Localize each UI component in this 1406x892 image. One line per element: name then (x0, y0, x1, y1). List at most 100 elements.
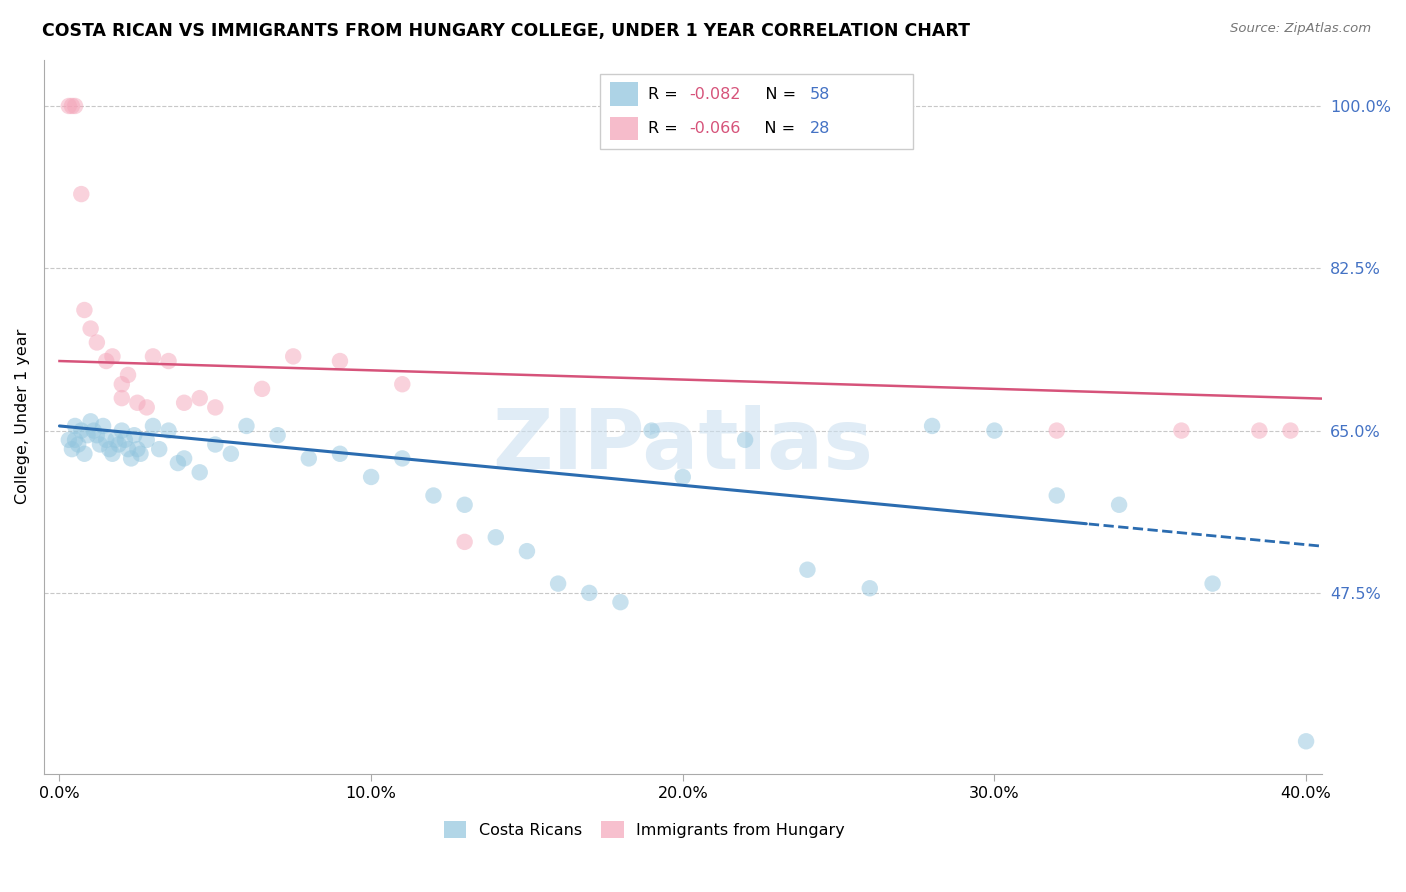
Point (1046, 424, 1069, 438)
Point (63, 419, 86, 434)
Point (453, 534, 475, 549)
Point (96, 354, 118, 368)
Point (1108, 498, 1130, 512)
Point (157, 354, 180, 368)
Point (1249, 424, 1271, 438)
Point (250, 382, 273, 396)
Point (127, 442, 149, 457)
FancyBboxPatch shape (600, 74, 912, 149)
Point (283, 350, 305, 364)
Point (101, 447, 124, 461)
FancyBboxPatch shape (610, 117, 638, 140)
Point (60, 99, 83, 113)
Point (79, 414, 101, 428)
Point (859, 581, 882, 595)
FancyBboxPatch shape (610, 82, 638, 106)
Point (58, 99, 80, 113)
Point (111, 377, 134, 392)
Point (391, 451, 413, 466)
Text: 28: 28 (810, 121, 830, 136)
Text: R =: R = (648, 121, 683, 136)
Point (188, 391, 211, 405)
Point (117, 368, 139, 382)
Point (547, 576, 569, 591)
Point (609, 595, 631, 609)
Point (86, 335, 108, 350)
Point (422, 489, 444, 503)
Point (360, 470, 382, 484)
Point (485, 530, 508, 544)
Point (204, 437, 226, 451)
Point (453, 498, 475, 512)
Point (157, 424, 180, 438)
Text: N =: N = (749, 87, 801, 102)
Point (114, 433, 136, 447)
Point (135, 401, 157, 415)
Point (173, 451, 195, 466)
Point (796, 563, 818, 577)
Point (91, 419, 114, 434)
Point (63, 433, 86, 447)
Point (101, 350, 124, 364)
Point (298, 451, 321, 466)
Text: -0.066: -0.066 (689, 121, 741, 136)
Point (983, 424, 1005, 438)
Y-axis label: College, Under 1 year: College, Under 1 year (15, 329, 30, 504)
Text: N =: N = (749, 121, 800, 136)
Point (173, 396, 195, 410)
Text: -0.082: -0.082 (689, 87, 741, 102)
Point (204, 401, 226, 415)
Point (120, 451, 142, 466)
Point (76, 428, 98, 442)
Point (235, 419, 257, 434)
Point (578, 586, 600, 600)
Point (67, 437, 90, 451)
Point (391, 377, 413, 392)
Point (79, 321, 101, 335)
Legend: Costa Ricans, Immigrants from Hungary: Costa Ricans, Immigrants from Hungary (437, 815, 852, 845)
Point (640, 424, 662, 438)
Point (70, 187, 93, 202)
Point (516, 544, 538, 558)
Point (148, 442, 170, 457)
Point (63, 99, 86, 113)
Point (188, 466, 211, 480)
Point (329, 354, 352, 368)
Point (122, 428, 145, 442)
Point (167, 456, 190, 470)
Point (58, 433, 80, 447)
Point (1046, 489, 1069, 503)
Text: Source: ZipAtlas.com: Source: ZipAtlas.com (1230, 22, 1371, 36)
Point (1295, 734, 1317, 748)
Point (1170, 424, 1192, 438)
Point (142, 419, 165, 434)
Text: COSTA RICAN VS IMMIGRANTS FROM HUNGARY COLLEGE, UNDER 1 YEAR CORRELATION CHART: COSTA RICAN VS IMMIGRANTS FROM HUNGARY C… (42, 22, 970, 40)
Point (127, 396, 149, 410)
Point (70, 424, 93, 438)
Point (89, 437, 111, 451)
Point (107, 437, 129, 451)
Text: R =: R = (648, 87, 683, 102)
Point (266, 428, 288, 442)
Point (104, 433, 127, 447)
Point (60, 442, 83, 457)
Point (329, 447, 352, 461)
Point (117, 442, 139, 457)
Point (142, 350, 165, 364)
Point (672, 470, 695, 484)
Point (83, 424, 105, 438)
Point (135, 433, 157, 447)
Text: 58: 58 (810, 87, 830, 102)
Point (73, 447, 96, 461)
Point (96, 433, 118, 447)
Point (129, 447, 152, 461)
Point (86, 428, 108, 442)
Point (734, 433, 756, 447)
Point (1201, 576, 1223, 591)
Point (111, 391, 134, 405)
Point (1279, 424, 1302, 438)
Text: ZIPatlas: ZIPatlas (492, 405, 873, 486)
Point (219, 447, 242, 461)
Point (921, 419, 943, 434)
Point (98, 442, 121, 457)
